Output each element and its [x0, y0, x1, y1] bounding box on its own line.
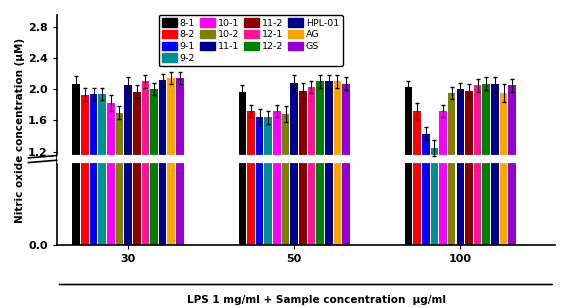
Bar — [159, 163, 166, 245]
Bar — [491, 84, 499, 157]
Bar — [290, 83, 298, 157]
Bar — [316, 163, 324, 245]
Bar — [107, 103, 115, 157]
Bar — [325, 163, 332, 245]
Bar — [141, 81, 149, 157]
Bar — [264, 163, 272, 245]
Bar — [72, 84, 80, 157]
Bar — [308, 87, 315, 157]
Legend: 8-1, 8-2, 9-1, 9-2, 10-1, 10-2, 11-1, 11-2, 12-1, 12-2, HPL-01, AG, GS: 8-1, 8-2, 9-1, 9-2, 10-1, 10-2, 11-1, 11… — [158, 15, 343, 66]
Bar — [413, 163, 421, 245]
Bar — [256, 117, 263, 157]
Bar — [239, 163, 246, 245]
Bar — [500, 93, 507, 157]
Bar — [474, 163, 482, 245]
Bar — [342, 163, 350, 245]
Bar — [150, 89, 158, 157]
Bar — [413, 111, 421, 157]
Bar — [273, 111, 281, 157]
Bar — [333, 81, 341, 157]
Bar — [482, 84, 490, 157]
Bar — [81, 163, 89, 245]
Bar — [116, 113, 123, 157]
Bar — [508, 85, 516, 157]
Bar — [72, 163, 80, 245]
Bar — [89, 163, 97, 245]
Bar — [439, 163, 447, 245]
Bar — [150, 163, 158, 245]
Bar — [23, 157, 570, 161]
Bar — [89, 94, 97, 157]
Y-axis label: Nitric oxide concentration (μM): Nitric oxide concentration (μM) — [15, 38, 25, 223]
Bar — [299, 91, 307, 157]
Bar — [176, 163, 184, 245]
Bar — [430, 163, 438, 245]
Bar — [405, 87, 412, 157]
Bar — [508, 163, 516, 245]
Bar — [457, 89, 464, 157]
Bar — [422, 134, 430, 157]
Bar — [333, 163, 341, 245]
Bar — [116, 163, 123, 245]
Bar — [264, 117, 272, 157]
Bar — [482, 163, 490, 245]
Bar — [168, 163, 175, 245]
Bar — [325, 81, 332, 157]
Bar — [465, 163, 473, 245]
Bar — [316, 81, 324, 157]
Bar — [491, 163, 499, 245]
Bar — [500, 163, 507, 245]
Bar — [474, 85, 482, 157]
Bar — [133, 91, 141, 157]
Bar — [256, 163, 263, 245]
Bar — [465, 91, 473, 157]
Bar — [99, 163, 106, 245]
Bar — [133, 163, 141, 245]
Bar — [448, 163, 455, 245]
Bar — [124, 85, 132, 157]
Bar — [342, 84, 350, 157]
Bar — [282, 163, 290, 245]
Bar — [439, 111, 447, 157]
Bar — [124, 163, 132, 245]
Bar — [168, 78, 175, 157]
Bar — [290, 163, 298, 245]
Bar — [141, 163, 149, 245]
Bar — [405, 163, 412, 245]
Bar — [176, 78, 184, 157]
Bar — [239, 91, 246, 157]
Bar — [457, 163, 464, 245]
Bar — [299, 163, 307, 245]
Bar — [99, 94, 106, 157]
Text: LPS 1 mg/ml + Sample concentration  μg/ml: LPS 1 mg/ml + Sample concentration μg/ml — [187, 295, 446, 305]
Bar — [282, 114, 290, 157]
Bar — [81, 95, 89, 157]
Bar — [247, 111, 255, 157]
Bar — [448, 93, 455, 157]
Bar — [422, 163, 430, 245]
Bar — [273, 163, 281, 245]
Bar — [107, 163, 115, 245]
Bar — [247, 163, 255, 245]
Bar — [430, 148, 438, 157]
Bar — [308, 163, 315, 245]
Bar — [159, 80, 166, 157]
